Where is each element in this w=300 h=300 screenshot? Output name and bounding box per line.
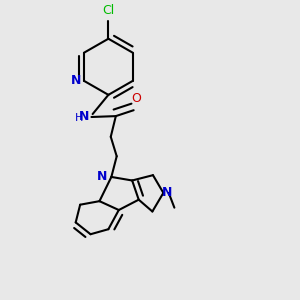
Text: N: N [79,110,89,124]
Text: N: N [162,186,172,200]
Text: N: N [71,74,82,87]
Text: N: N [97,170,107,183]
Text: Cl: Cl [102,4,115,17]
Text: O: O [132,92,142,105]
Text: H: H [75,113,84,123]
